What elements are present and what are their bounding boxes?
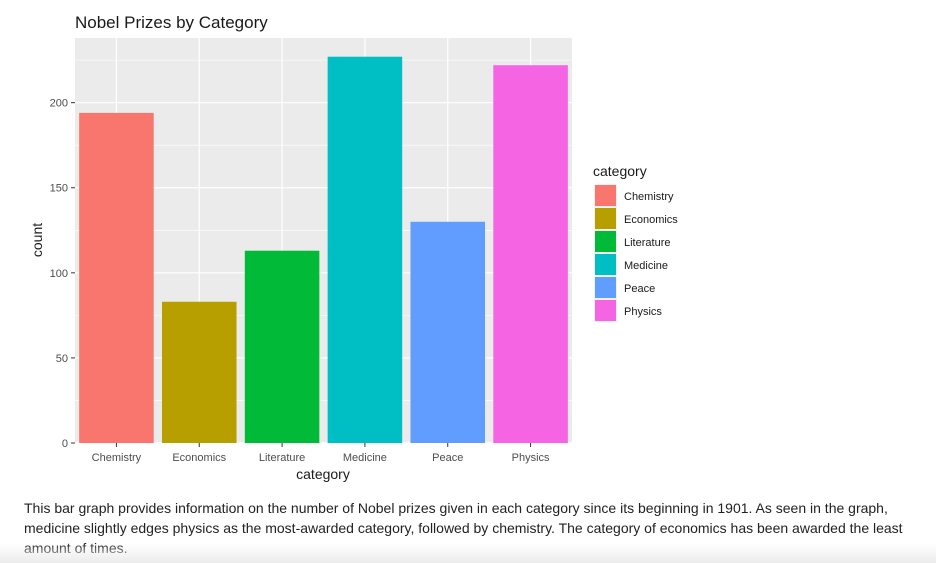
bar-chemistry (79, 112, 154, 443)
x-tick-label: Economics (172, 452, 226, 464)
x-tick-label: Medicine (343, 452, 387, 464)
grid-minor-lines (75, 59, 572, 401)
y-axis-label: count (29, 223, 45, 257)
x-axis: Chemistry Economics Literature Medicine Peac… (92, 443, 550, 464)
legend-label: Physics (624, 306, 662, 318)
y-tick-label: 200 (50, 98, 68, 110)
legend-swatch-peace (595, 277, 616, 298)
x-tick-label: Chemistry (92, 452, 142, 464)
bar-physics (493, 65, 568, 443)
legend-label: Chemistry (624, 191, 674, 203)
legend-title: category (593, 163, 647, 179)
bars (79, 56, 568, 444)
bar-chart: Nobel Prizes by Category 0 50 100 150 200 Ch… (29, 13, 678, 482)
legend-label: Economics (624, 214, 678, 226)
x-tick-label: Peace (432, 452, 463, 464)
bar-peace (410, 221, 486, 443)
legend-label: Peace (624, 283, 655, 295)
bar-medicine (327, 56, 403, 444)
x-axis-label: category (296, 466, 350, 482)
legend-swatch-literature (595, 231, 616, 252)
legend-swatch-economics (595, 208, 616, 229)
chart-description: This bar graph provides information on t… (24, 500, 903, 556)
y-tick-label: 50 (56, 353, 68, 365)
bar-economics (161, 301, 237, 443)
legend-swatch-chemistry (595, 185, 616, 206)
legend: category Chemistry Economics Literature Med… (593, 163, 678, 322)
legend-swatch-medicine (595, 254, 616, 275)
plot-panel (75, 38, 572, 443)
legend-swatch-physics (595, 300, 616, 321)
chart-title: Nobel Prizes by Category (75, 13, 268, 32)
bar-literature (244, 250, 320, 443)
x-tick-label: Physics (512, 452, 550, 464)
y-axis: 0 50 100 150 200 (50, 98, 75, 450)
legend-label: Medicine (624, 260, 668, 272)
y-tick-label: 100 (50, 268, 68, 280)
y-tick-label: 0 (62, 438, 68, 450)
y-tick-label: 150 (50, 183, 68, 195)
x-tick-label: Literature (259, 452, 305, 464)
legend-label: Literature (624, 237, 670, 249)
